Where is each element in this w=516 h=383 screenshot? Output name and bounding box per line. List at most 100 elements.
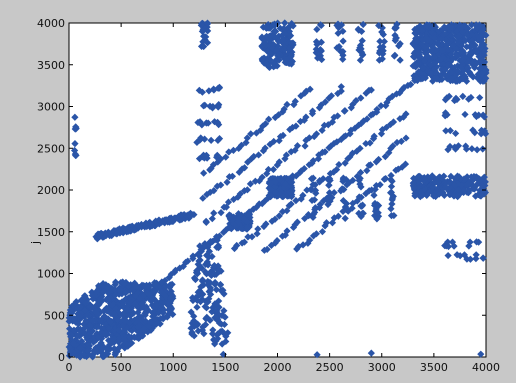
data-point xyxy=(99,280,107,288)
data-point xyxy=(465,67,473,76)
data-point xyxy=(115,326,123,334)
data-point xyxy=(447,74,455,83)
data-point xyxy=(435,190,443,198)
data-point xyxy=(275,37,283,45)
data-point xyxy=(393,20,401,28)
data-point xyxy=(425,179,433,187)
data-point xyxy=(74,325,82,333)
data-point xyxy=(332,166,341,174)
data-point xyxy=(470,184,478,192)
x-tick-label: 0 xyxy=(66,361,73,374)
data-point xyxy=(259,122,267,130)
data-point xyxy=(477,191,485,200)
data-point xyxy=(482,74,490,82)
data-point xyxy=(438,184,447,192)
data-point xyxy=(200,242,209,250)
data-point xyxy=(419,36,427,44)
data-point xyxy=(358,51,367,59)
data-point xyxy=(282,151,290,159)
data-point xyxy=(81,323,89,332)
data-point xyxy=(396,56,404,64)
data-point xyxy=(72,123,80,131)
data-point xyxy=(120,332,128,340)
data-point xyxy=(276,51,284,59)
data-point xyxy=(468,145,476,153)
data-point xyxy=(339,177,347,185)
data-point xyxy=(349,100,357,109)
data-point xyxy=(327,92,336,100)
data-point xyxy=(260,222,268,231)
data-point xyxy=(328,193,336,202)
data-point xyxy=(71,113,79,121)
data-point xyxy=(444,57,452,65)
data-point xyxy=(154,316,162,324)
data-point xyxy=(145,322,153,330)
y-tick-label: 500 xyxy=(44,309,65,322)
data-point xyxy=(366,139,374,147)
data-point xyxy=(131,300,139,308)
data-point xyxy=(469,58,477,66)
data-point xyxy=(297,167,305,175)
data-point xyxy=(68,302,76,311)
data-point xyxy=(398,163,406,171)
data-point xyxy=(126,299,135,307)
data-point xyxy=(263,61,272,69)
data-point xyxy=(131,292,139,300)
data-point xyxy=(370,132,378,140)
data-point xyxy=(464,32,472,40)
data-point xyxy=(151,315,159,323)
data-point xyxy=(304,211,313,219)
data-point xyxy=(374,201,383,210)
data-point xyxy=(218,340,226,348)
data-point xyxy=(166,307,174,315)
data-point xyxy=(392,34,400,42)
data-point xyxy=(215,267,224,275)
data-point xyxy=(391,23,399,31)
data-point xyxy=(101,319,109,328)
data-point xyxy=(140,324,148,333)
data-point xyxy=(328,219,337,227)
data-point xyxy=(217,286,225,295)
data-point xyxy=(464,24,472,33)
data-point xyxy=(141,310,149,318)
data-point xyxy=(133,326,141,334)
data-point xyxy=(370,201,379,209)
data-point xyxy=(190,274,199,282)
data-point xyxy=(450,22,459,30)
data-point xyxy=(194,118,202,127)
data-point xyxy=(288,20,296,28)
data-point xyxy=(243,186,251,194)
data-point xyxy=(310,196,319,204)
data-point xyxy=(285,175,293,183)
data-point xyxy=(210,262,218,270)
data-point xyxy=(441,111,449,119)
data-point xyxy=(270,137,278,146)
data-point xyxy=(387,182,396,191)
data-point xyxy=(149,312,157,321)
data-point xyxy=(358,48,366,56)
data-point xyxy=(276,133,285,141)
data-point xyxy=(196,298,205,306)
data-point xyxy=(341,159,349,167)
data-point xyxy=(104,315,112,323)
data-point xyxy=(356,41,365,49)
data-point xyxy=(283,227,291,235)
data-point xyxy=(454,186,463,194)
data-point xyxy=(114,331,123,339)
x-tick-label: 1500 xyxy=(211,361,239,374)
data-point xyxy=(444,242,453,251)
data-point xyxy=(67,315,75,323)
data-point xyxy=(146,318,154,326)
data-point xyxy=(334,212,342,220)
data-point xyxy=(104,228,112,236)
data-point xyxy=(190,332,198,340)
data-point xyxy=(233,241,241,250)
data-point xyxy=(357,94,365,102)
data-point xyxy=(397,137,405,145)
data-point xyxy=(280,105,288,113)
data-point xyxy=(389,118,398,126)
data-point xyxy=(391,31,399,39)
data-point xyxy=(339,37,347,45)
data-point xyxy=(441,96,450,104)
data-point xyxy=(299,191,307,199)
